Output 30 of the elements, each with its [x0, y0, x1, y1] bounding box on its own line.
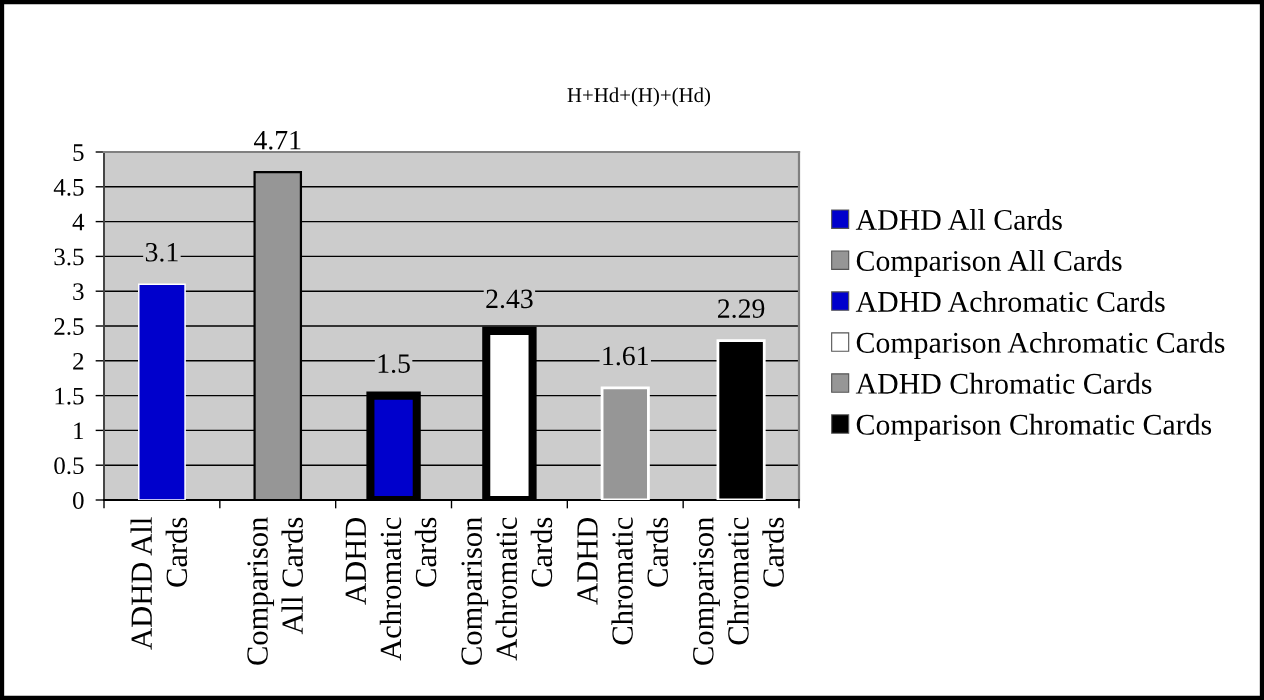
x-tick-label: ADHD Chromatic Cards [577, 517, 669, 645]
data-label: 3.1 [145, 242, 178, 262]
x-tick-label: Comparison Achromatic Cards [461, 517, 553, 665]
y-tick-label: 2.5 [54, 318, 84, 336]
data-label: 1.5 [378, 354, 410, 374]
y-tick-label: 1 [74, 422, 84, 440]
x-tick-label: ADHD Achromatic Cards [345, 517, 437, 661]
x-tick-label: Comparison All Cards [247, 517, 303, 665]
y-tick-label: 5 [73, 144, 84, 161]
data-label: 2.43 [486, 289, 533, 309]
y-tick-label: 4 [72, 213, 85, 231]
y-tick-label: 3 [73, 283, 84, 301]
legend-label: Comparison All Cards [856, 249, 1122, 278]
y-tick-label: 2 [73, 352, 84, 370]
y-tick-label: 3.5 [54, 248, 84, 266]
legend-label: ADHD Chromatic Cards [855, 372, 1152, 394]
y-tick-label: 0 [73, 492, 84, 509]
x-tick-label: Comparison Chromatic Cards [693, 517, 784, 665]
legend-label: ADHD All Cards [855, 209, 1062, 231]
y-tick-label: 0.5 [54, 457, 84, 475]
data-label: 1.61 [603, 346, 648, 366]
chart-title: H+Hd+(H)+(Hd) [567, 87, 711, 107]
x-tick-label: ADHD All Cards [130, 517, 188, 650]
y-tick-label: 4.5 [53, 179, 84, 196]
legend-label: ADHD Achromatic Cards [855, 290, 1165, 312]
data-label: 2.29 [718, 299, 765, 319]
legend-label: Comparison Achromatic Cards [856, 331, 1225, 359]
data-label: 4.71 [253, 130, 301, 150]
legend-label: Comparison Chromatic Cards [856, 413, 1212, 441]
y-tick-label: 1.5 [55, 387, 84, 405]
